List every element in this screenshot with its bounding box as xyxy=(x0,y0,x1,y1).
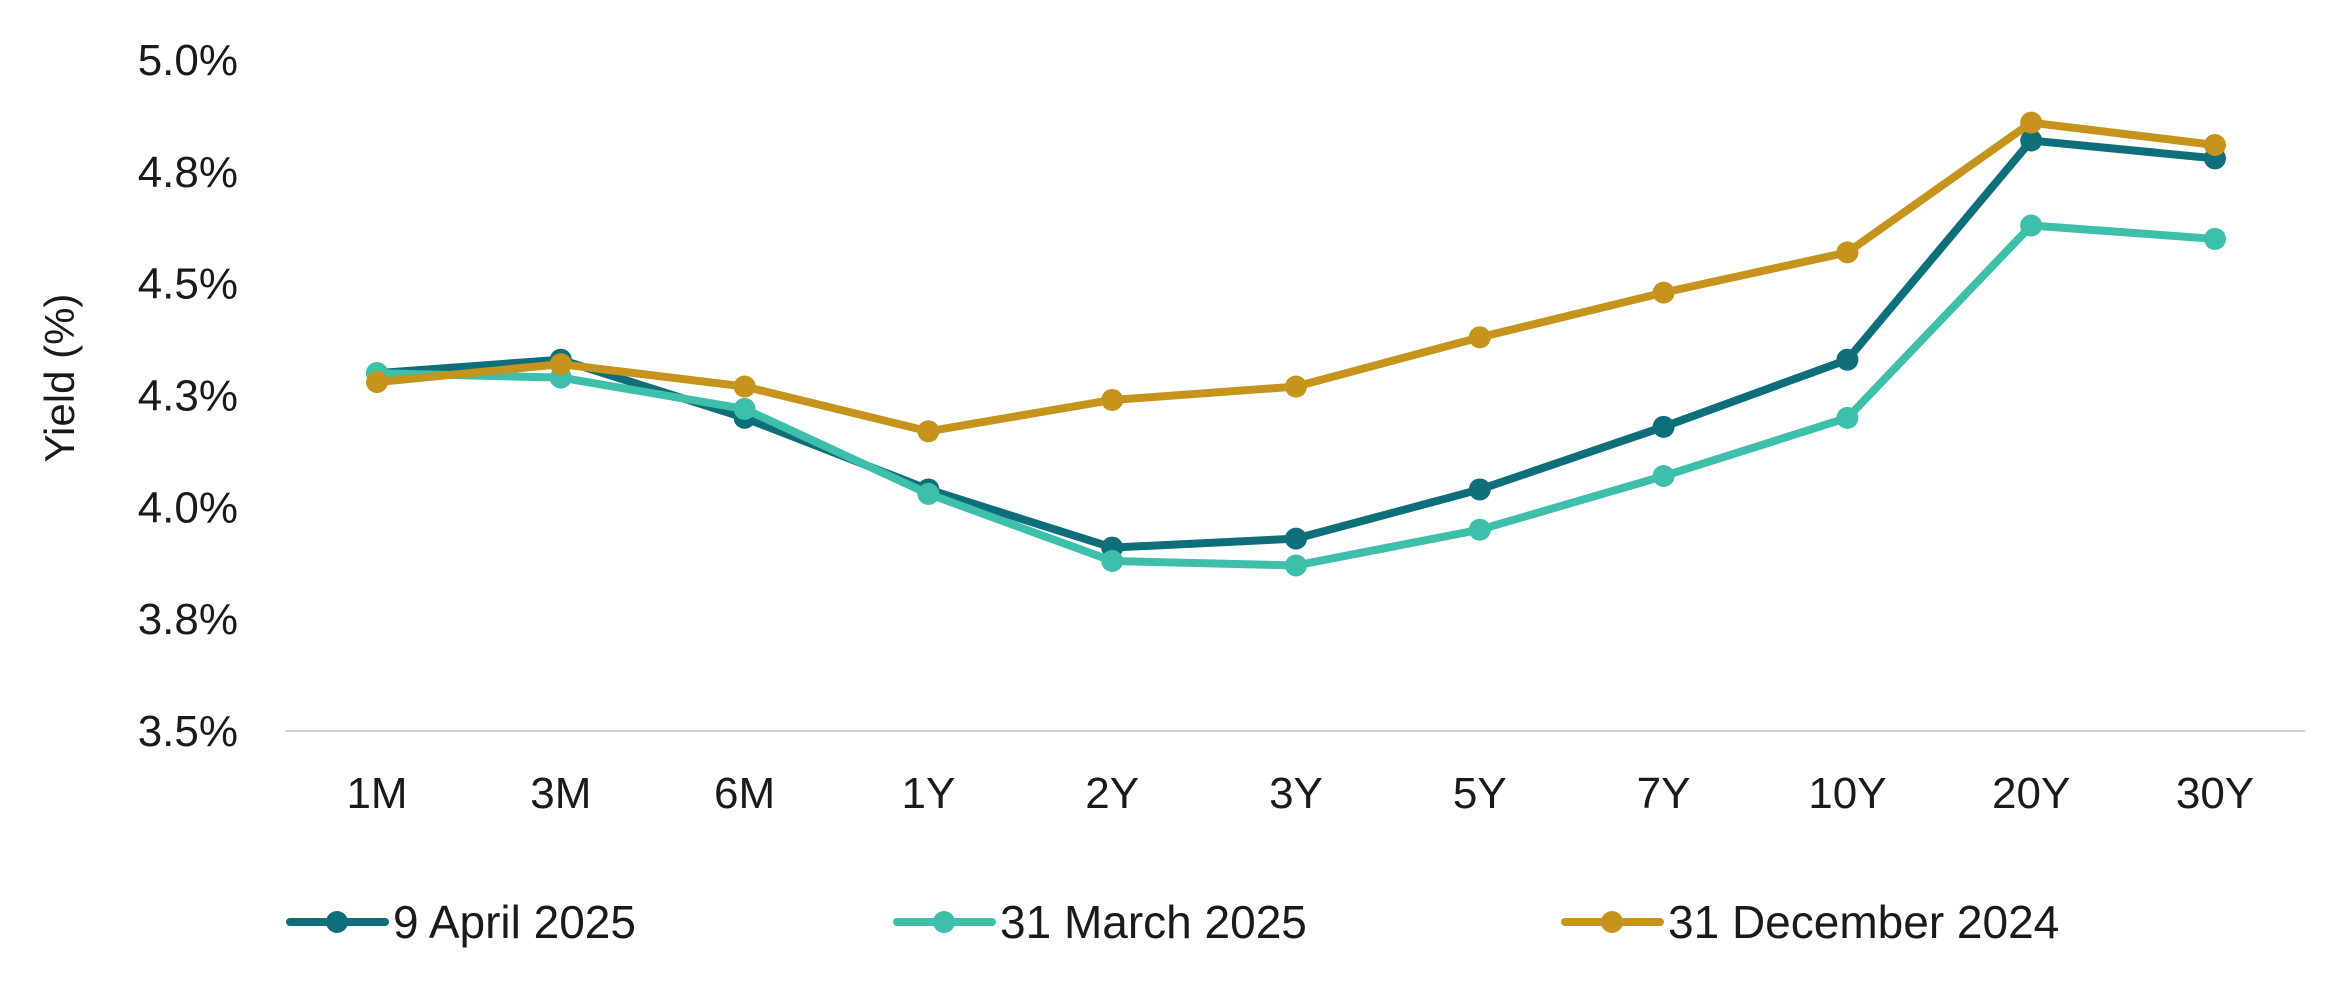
y-tick-label: 3.5% xyxy=(138,707,238,756)
legend-swatch-marker xyxy=(933,911,955,933)
legend-item: 31 December 2024 xyxy=(1561,896,2059,948)
data-point xyxy=(1468,478,1491,501)
data-point xyxy=(1836,406,1859,429)
x-tick-label: 5Y xyxy=(1453,769,1507,818)
legend-swatch-marker xyxy=(326,911,348,933)
data-point xyxy=(1652,465,1675,488)
data-point xyxy=(366,371,388,394)
data-point xyxy=(2020,214,2043,237)
data-point xyxy=(733,375,756,398)
series-layer xyxy=(366,111,2226,577)
x-tick-label: 7Y xyxy=(1637,769,1691,818)
y-tick-label: 4.3% xyxy=(138,372,238,421)
data-point xyxy=(1836,348,1859,371)
data-point xyxy=(2204,133,2226,156)
series-2 xyxy=(366,111,2226,443)
y-tick-label: 4.8% xyxy=(138,148,238,197)
data-point xyxy=(1836,241,1859,264)
x-tick-label: 30Y xyxy=(2176,769,2254,818)
data-point xyxy=(2020,111,2043,134)
data-point xyxy=(2204,227,2226,250)
y-axis-ticks: 3.5% 3.8% 4.0% 4.3% 4.5% 4.8% 5.0% xyxy=(138,36,238,756)
data-point xyxy=(1652,281,1675,304)
x-tick-label: 10Y xyxy=(1808,769,1886,818)
x-tick-label: 3M xyxy=(530,769,591,818)
legend-label: 9 April 2025 xyxy=(393,896,636,948)
x-tick-label: 20Y xyxy=(1992,769,2070,818)
series-line xyxy=(373,136,2219,552)
series-0 xyxy=(366,129,2226,559)
data-point xyxy=(733,397,756,420)
data-point xyxy=(1468,518,1491,541)
x-tick-label: 1M xyxy=(346,769,407,818)
y-axis-title: Yield (%) xyxy=(36,294,83,463)
x-axis-ticks: 1M 3M 6M 1Y 2Y 3Y 5Y 7Y 10Y 20Y 30Y xyxy=(346,769,2254,818)
legend-item: 9 April 2025 xyxy=(286,896,636,948)
y-tick-label: 4.5% xyxy=(138,260,238,309)
x-tick-label: 2Y xyxy=(1085,769,1139,818)
legend-label: 31 March 2025 xyxy=(1000,896,1307,948)
data-point xyxy=(2020,129,2043,152)
y-tick-label: 4.0% xyxy=(138,483,238,532)
x-tick-label: 3Y xyxy=(1269,769,1323,818)
data-point xyxy=(549,353,572,376)
data-point xyxy=(1468,326,1491,349)
legend-swatch-marker xyxy=(1601,911,1623,933)
data-point xyxy=(1285,527,1307,550)
y-tick-label: 5.0% xyxy=(138,36,238,85)
data-point xyxy=(917,482,940,505)
data-point xyxy=(1285,554,1307,577)
x-tick-label: 1Y xyxy=(901,769,955,818)
data-point xyxy=(1101,388,1124,411)
legend-label: 31 December 2024 xyxy=(1668,896,2059,948)
x-tick-label: 6M xyxy=(714,769,775,818)
data-point xyxy=(917,420,940,443)
data-point xyxy=(1652,415,1675,438)
data-point xyxy=(1101,550,1124,573)
y-tick-label: 3.8% xyxy=(138,595,238,644)
legend: 9 April 2025 31 March 2025 31 December 202… xyxy=(286,896,2059,948)
data-point xyxy=(1285,375,1307,398)
legend-item: 31 March 2025 xyxy=(893,896,1307,948)
